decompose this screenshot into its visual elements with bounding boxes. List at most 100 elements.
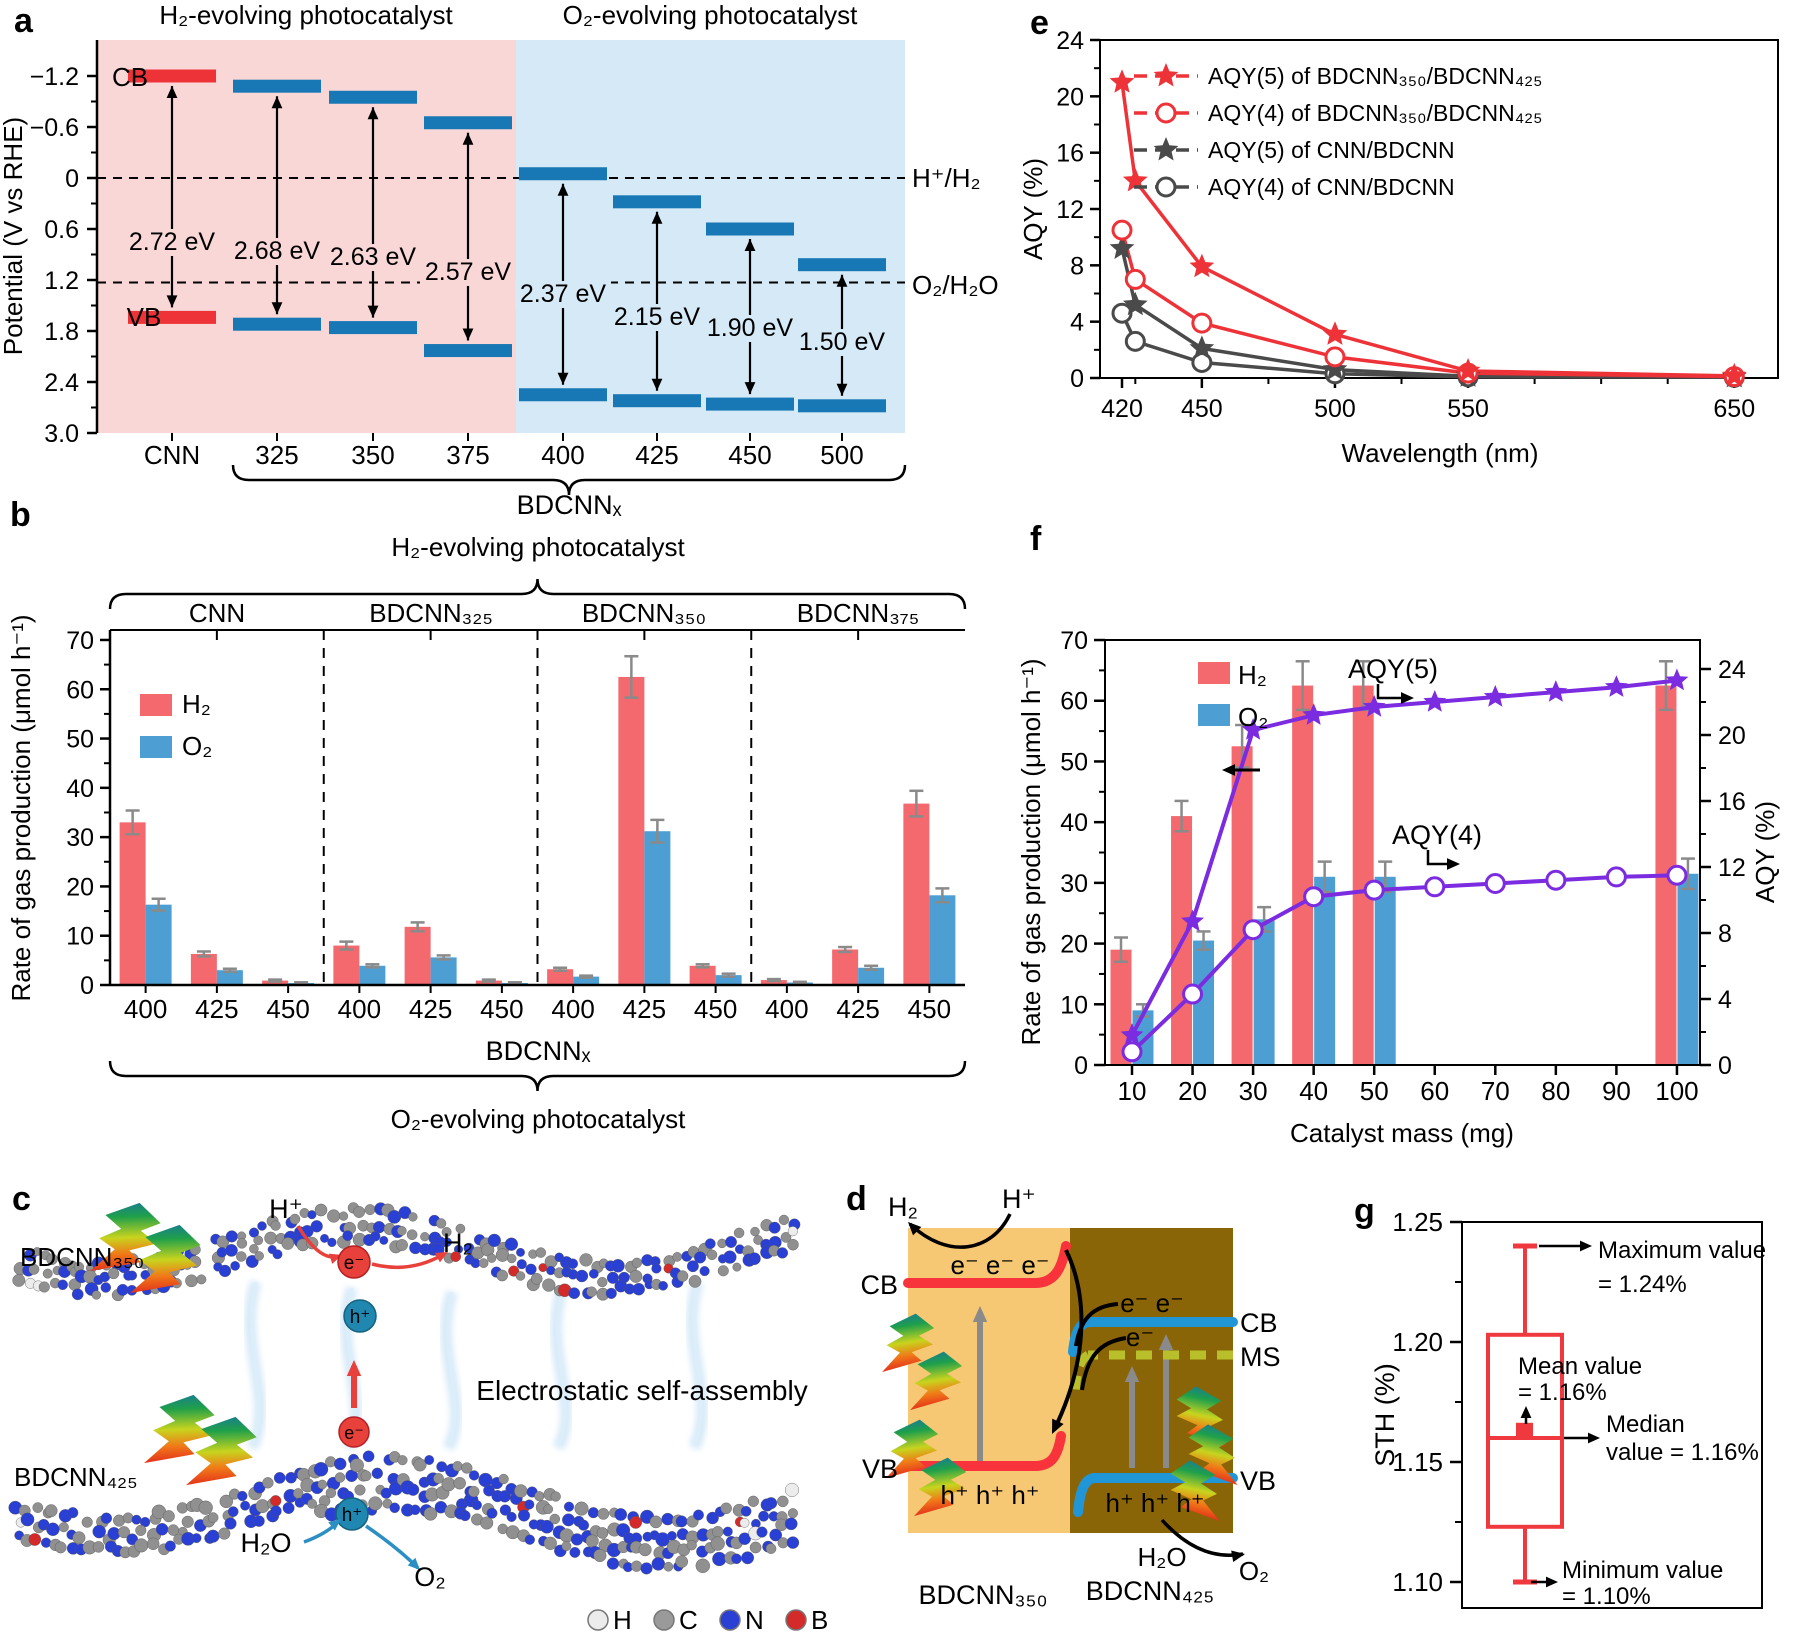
- cb-level-bar: [519, 167, 607, 181]
- atom: [694, 1251, 707, 1264]
- arrowhead: [434, 1252, 448, 1263]
- panel-f-label: f: [1030, 520, 1042, 558]
- atom: [765, 1497, 778, 1510]
- atom: [731, 1553, 742, 1565]
- arrowhead: [407, 1557, 420, 1570]
- series-line: [1120, 82, 1735, 378]
- gap-label: 1.90 eV: [707, 314, 794, 342]
- marker-circle: [1242, 919, 1264, 941]
- atom: [525, 1263, 537, 1275]
- g-max-line1: Maximum value: [1598, 1237, 1766, 1264]
- y-tick-label: 16: [1056, 140, 1084, 168]
- atom: [518, 1509, 531, 1522]
- panel-d-dynamic: [882, 1213, 1245, 1563]
- yr-tick-label: 16: [1718, 788, 1746, 816]
- atom: [579, 1253, 593, 1267]
- atom: [146, 1537, 160, 1551]
- arrowhead: [367, 305, 379, 318]
- atom: [433, 1473, 444, 1484]
- series-line: [1120, 247, 1735, 379]
- panel-c-dynamic: e⁻ h⁺ e⁻ h⁺ H C N B: [8, 1202, 828, 1635]
- marker-star: [1189, 253, 1215, 278]
- atom: [740, 1506, 752, 1517]
- lightning-bolt-icon: [186, 1416, 257, 1486]
- c-assembly: Electrostatic self-assembly: [476, 1375, 807, 1406]
- atom: [236, 1251, 247, 1262]
- marker-star: [1189, 335, 1215, 359]
- aqy5-pointer: [1376, 684, 1406, 700]
- mean-marker: [1516, 1422, 1533, 1440]
- atom: [758, 1510, 769, 1522]
- arrowhead: [1546, 1576, 1558, 1588]
- yl-tick-label: 60: [1060, 688, 1088, 716]
- atom: [423, 1507, 438, 1521]
- atom: [262, 1477, 274, 1489]
- atom: [270, 1220, 281, 1231]
- atom: [410, 1504, 421, 1516]
- atom: [406, 1229, 418, 1240]
- bar-o2: [929, 895, 956, 985]
- atom: [780, 1232, 792, 1243]
- vb-line-425: [1073, 1473, 1238, 1517]
- arrowhead: [271, 96, 283, 109]
- atom: [546, 1265, 556, 1276]
- atom: [693, 1509, 704, 1521]
- g-median-line1: Median: [1606, 1411, 1685, 1438]
- atom: [504, 1237, 519, 1251]
- y-tick-label: 8: [1070, 252, 1084, 280]
- panel-e-xlabel: Wavelength (nm): [1342, 438, 1539, 468]
- atom: [32, 1502, 44, 1513]
- panel-g-label: g: [1354, 1192, 1375, 1230]
- atom: [478, 1258, 489, 1268]
- x-tick-label: 400: [338, 994, 381, 1024]
- bar-h2: [903, 803, 930, 985]
- vb-level-bar: [329, 321, 417, 335]
- atom: [216, 1247, 228, 1258]
- arrowhead: [1158, 1334, 1174, 1350]
- atom: [461, 1462, 473, 1474]
- atom: [722, 1526, 733, 1537]
- atom: [578, 1519, 590, 1531]
- panel-a-group-label: BDCNNₓ: [517, 490, 622, 520]
- d-bdcnn350-label: BDCNN₃₅₀: [918, 1580, 1047, 1610]
- y-tick-label: 30: [66, 824, 94, 852]
- atom: [176, 1502, 189, 1514]
- x-category-label: CNN: [144, 440, 200, 470]
- marker-star: [1544, 680, 1568, 702]
- atom: [596, 1527, 609, 1539]
- electron-label: e⁻: [344, 1423, 364, 1443]
- atom: [334, 1472, 346, 1483]
- f-legend-h2: H₂: [1238, 660, 1267, 690]
- atom: [710, 1536, 725, 1551]
- d-h-plus: H⁺: [1002, 1184, 1036, 1214]
- bar-o2: [644, 831, 671, 985]
- gap-label-bg: [325, 244, 421, 271]
- c-h-plus: H⁺: [269, 1194, 303, 1224]
- y-tick-label: 1.15: [1392, 1447, 1443, 1477]
- gap-label: 2.68 eV: [234, 237, 321, 265]
- atom: [478, 1472, 493, 1488]
- gap-label-bg: [609, 304, 705, 331]
- atom: [342, 1230, 354, 1241]
- cb-level-bar: [424, 116, 512, 130]
- x-category-label: 400: [541, 440, 584, 470]
- atom: [254, 1251, 264, 1261]
- arrowhead: [1588, 1432, 1600, 1444]
- atom: [675, 1515, 688, 1528]
- y-tick-label: 1.10: [1392, 1567, 1443, 1597]
- atom: [281, 1237, 295, 1250]
- electron-path: [1074, 1302, 1119, 1347]
- x-tick-label: 400: [551, 994, 594, 1024]
- yl-tick-label: 10: [1060, 991, 1088, 1019]
- bar-h2: [333, 945, 360, 985]
- atom: [230, 1261, 240, 1271]
- atom: [289, 1213, 301, 1225]
- legend-h2-label: H₂: [182, 689, 211, 719]
- c-bdcnn350-label: BDCNN₃₅₀: [20, 1242, 144, 1272]
- atom: [776, 1247, 789, 1259]
- x-tick-label: 30: [1239, 1076, 1268, 1106]
- atom: [131, 1514, 142, 1525]
- group-label-bdcnn375: BDCNN₃₇₅: [797, 598, 919, 628]
- panel-f-ylabel-right: AQY (%): [1750, 801, 1780, 903]
- hole-carrier: [343, 1299, 377, 1333]
